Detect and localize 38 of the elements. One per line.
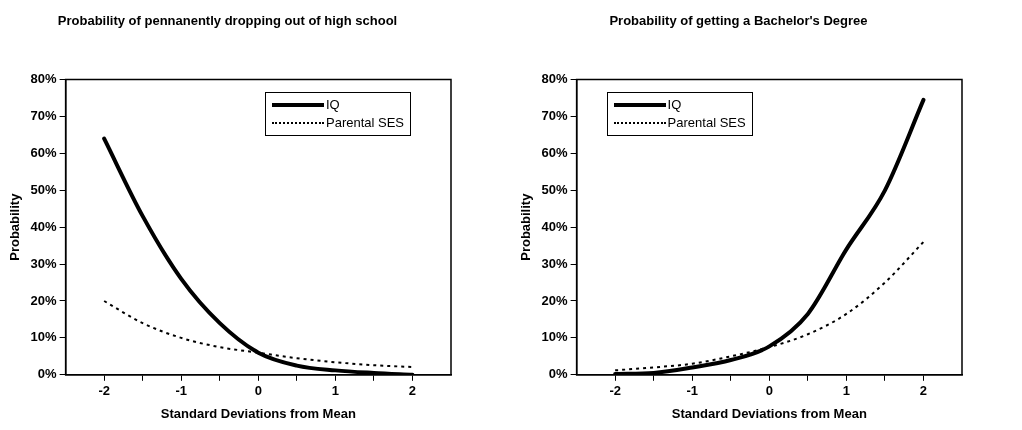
y-tick-label: 60% xyxy=(541,144,569,160)
x-tick-label: -2 xyxy=(98,383,110,399)
y-tick-label: 40% xyxy=(541,218,569,234)
y-tick-label: 20% xyxy=(541,292,569,308)
x-axis-title: Standard Deviations from Mean xyxy=(160,405,356,421)
y-tick-label: 10% xyxy=(30,329,58,345)
y-axis-title: Probability xyxy=(7,192,23,261)
y-tick-label: 20% xyxy=(30,292,58,308)
legend-label: Parental SES xyxy=(667,115,746,131)
y-tick-label: 50% xyxy=(30,181,58,197)
chart-title: Probability of getting a Bachelor's Degree xyxy=(609,13,868,29)
y-tick-label: 30% xyxy=(30,255,58,271)
legend-label: IQ xyxy=(326,97,340,113)
y-tick-label: 70% xyxy=(541,108,569,124)
x-tick-label: -1 xyxy=(686,383,699,399)
x-tick-label: 2 xyxy=(408,383,417,399)
y-tick-label: 80% xyxy=(30,71,58,87)
y-tick-label: 80% xyxy=(541,71,569,87)
x-axis-title: Standard Deviations from Mean xyxy=(671,405,867,421)
y-tick-label: 50% xyxy=(541,181,569,197)
legend-label: IQ xyxy=(667,97,682,113)
y-tick-label: 0% xyxy=(548,366,569,382)
y-tick-label: 30% xyxy=(541,255,569,271)
x-tick-label: 0 xyxy=(254,383,262,399)
y-tick-label: 40% xyxy=(30,218,58,234)
chart-title: Probability of pennanently dropping out of high school xyxy=(57,13,398,29)
y-tick-label: 0% xyxy=(37,366,58,382)
x-tick-label: -1 xyxy=(175,383,188,399)
x-tick-label: 2 xyxy=(919,383,928,399)
x-tick-label: 1 xyxy=(331,383,339,399)
y-tick-label: 60% xyxy=(30,144,58,160)
y-axis-title: Probability xyxy=(518,192,534,261)
y-tick-label: 10% xyxy=(541,329,569,345)
x-tick-label: 0 xyxy=(765,383,773,399)
y-tick-label: 70% xyxy=(30,108,58,124)
legend-label: Parental SES xyxy=(326,115,405,131)
x-tick-label: -2 xyxy=(609,383,621,399)
x-tick-label: 1 xyxy=(842,383,850,399)
